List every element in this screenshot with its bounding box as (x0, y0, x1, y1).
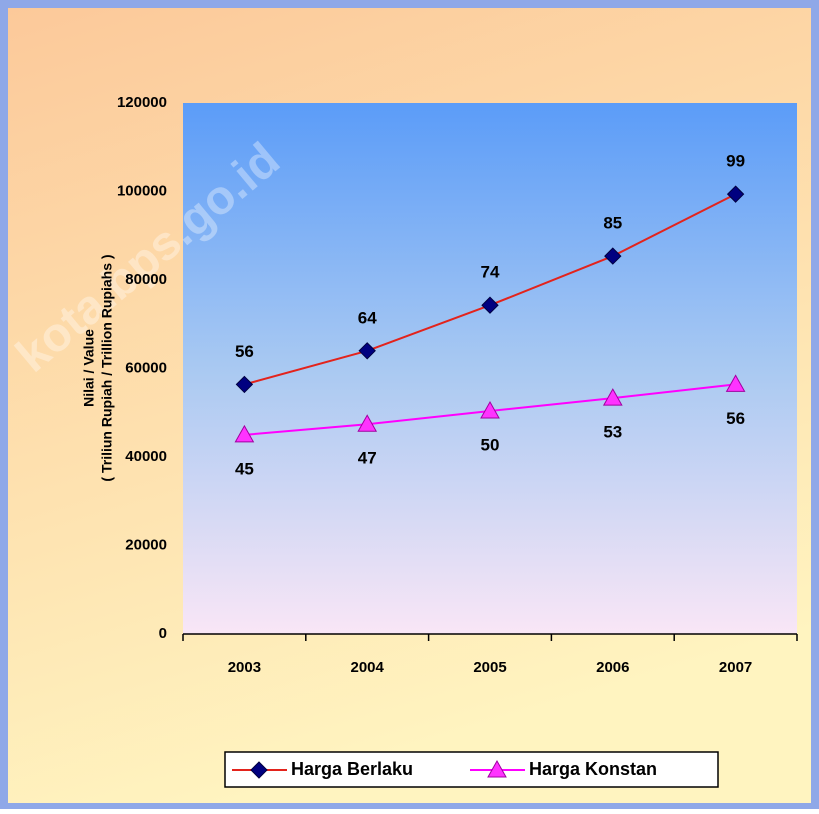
y-tick-label: 120000 (117, 94, 167, 111)
y-axis-label: Nilai / Value (81, 329, 97, 407)
data-label: 85 (603, 214, 622, 233)
data-label: 99 (726, 152, 745, 171)
y-tick-label: 100000 (117, 182, 167, 199)
data-point (357, 414, 378, 432)
data-label: 56 (235, 342, 254, 361)
data-point (602, 388, 623, 406)
data-point (481, 296, 499, 314)
data-label: 53 (603, 423, 622, 442)
data-label: 56 (726, 409, 745, 428)
data-point (726, 185, 745, 203)
x-tick-label: 2007 (719, 659, 752, 676)
x-tick-label: 2004 (351, 659, 385, 676)
legend-label: Harga Konstan (529, 759, 657, 779)
data-point (358, 342, 376, 360)
x-tick-label: 2005 (473, 659, 506, 676)
data-label: 45 (235, 459, 254, 478)
data-point (604, 247, 622, 265)
legend-marker (487, 759, 507, 778)
y-tick-label: 20000 (125, 536, 167, 553)
y-tick-label: 0 (159, 625, 167, 642)
data-label: 47 (358, 449, 377, 468)
legend-label: Harga Berlaku (291, 759, 413, 779)
y-tick-label: 40000 (125, 448, 167, 465)
x-tick-label: 2006 (596, 659, 629, 676)
y-tick-label: 60000 (125, 359, 167, 376)
legend-marker (250, 761, 268, 779)
data-label: 74 (481, 263, 500, 282)
data-point (235, 375, 254, 394)
data-label: 64 (358, 308, 377, 327)
x-tick-label: 2003 (228, 659, 261, 676)
data-point (480, 400, 500, 419)
data-point (725, 374, 746, 392)
data-point (234, 424, 255, 443)
plot-area (183, 103, 797, 634)
data-label: 50 (481, 435, 500, 454)
y-axis-label: ( Triliun Rupiah / Trillion Rupiahs ) (99, 254, 115, 481)
y-tick-label: 80000 (125, 271, 167, 288)
